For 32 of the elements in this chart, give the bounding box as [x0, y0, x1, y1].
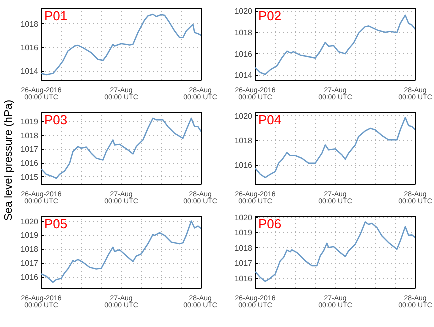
chart-title: P03 — [44, 112, 68, 128]
y-tick-label: 1016 — [234, 274, 254, 284]
y-tick-label: 1017 — [20, 145, 40, 154]
chart-title: P01 — [44, 8, 68, 24]
y-tick-label: 1020 — [234, 213, 254, 222]
y-tick-label: 1020 — [234, 7, 254, 16]
y-tick-label: 1020 — [20, 217, 40, 226]
y-tick-label: 1016 — [234, 50, 254, 59]
y-tick-label: 1014 — [234, 71, 254, 80]
chart-title: P04 — [258, 112, 282, 128]
y-tick-label: 1018 — [20, 20, 40, 29]
y-tick-label: 1017 — [234, 259, 254, 268]
y-tick-label: 1016 — [20, 43, 40, 52]
chart-title: P05 — [44, 216, 68, 232]
y-tick-label: 1018 — [20, 245, 40, 254]
y-tick-label: 1019 — [20, 118, 40, 126]
chart-title: P02 — [258, 8, 282, 24]
y-tick-label: 1020 — [234, 112, 254, 121]
y-tick-label: 1018 — [234, 28, 254, 38]
y-tick-label: 1015 — [20, 172, 40, 182]
y-tick-label: 1016 — [20, 273, 40, 282]
y-tick-label: 1018 — [234, 244, 254, 253]
y-tick-label: 1019 — [234, 228, 254, 238]
y-tick-label: 1018 — [234, 136, 254, 146]
y-tick-label: 1016 — [20, 159, 40, 168]
y-axis-title: Sea level pressure (hPa) — [2, 100, 15, 222]
y-tick-label: 1014 — [20, 67, 40, 76]
y-tick-label: 1016 — [234, 161, 254, 170]
y-tick-label: 1018 — [20, 131, 40, 140]
y-tick-label: 1019 — [20, 231, 40, 240]
y-tick-label: 1017 — [20, 259, 40, 268]
chart-title: P06 — [258, 216, 282, 232]
